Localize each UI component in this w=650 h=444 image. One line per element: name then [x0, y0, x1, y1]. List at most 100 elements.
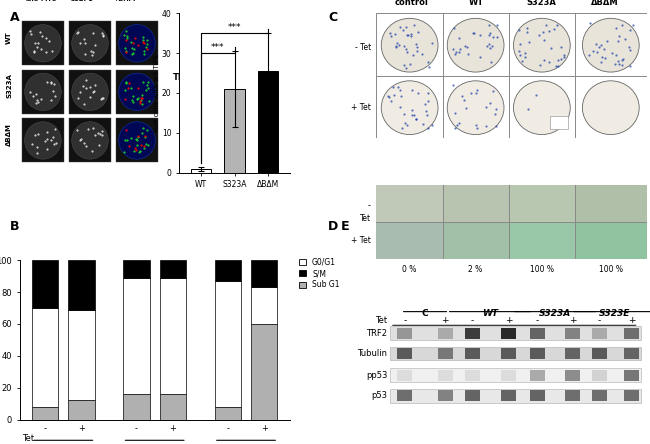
Bar — [251, 324, 278, 420]
Ellipse shape — [582, 81, 639, 135]
Ellipse shape — [72, 24, 109, 62]
Bar — [160, 394, 186, 420]
Y-axis label: %of cells with ≥3 TIFS: %of cells with ≥3 TIFS — [155, 54, 161, 132]
Ellipse shape — [119, 24, 155, 62]
Bar — [443, 185, 509, 222]
Bar — [438, 348, 453, 359]
Bar — [625, 369, 640, 381]
Text: -: - — [403, 316, 406, 325]
Bar — [224, 89, 244, 173]
Bar — [21, 70, 64, 114]
Text: -: - — [598, 316, 601, 325]
Bar — [160, 260, 186, 278]
Bar — [32, 407, 58, 420]
Text: WT: WT — [482, 309, 498, 318]
Text: D: D — [328, 220, 339, 233]
Text: C: C — [328, 11, 337, 24]
Text: S323A: S323A — [6, 73, 12, 98]
Bar — [530, 348, 545, 359]
Text: S323A: S323A — [539, 309, 571, 318]
Text: Tet: Tet — [360, 214, 371, 223]
Bar — [116, 119, 159, 163]
Ellipse shape — [72, 73, 109, 111]
Bar — [438, 390, 453, 401]
Bar — [397, 348, 412, 359]
Bar — [565, 390, 580, 401]
Bar — [550, 116, 567, 129]
Bar — [592, 328, 607, 339]
Bar — [390, 347, 642, 361]
Ellipse shape — [382, 18, 438, 72]
Ellipse shape — [178, 89, 206, 116]
Bar — [575, 185, 647, 222]
Bar — [124, 278, 150, 394]
Bar — [501, 348, 516, 359]
Bar — [390, 369, 642, 382]
Bar — [509, 222, 575, 259]
Ellipse shape — [25, 24, 61, 62]
Bar — [565, 348, 580, 359]
Bar — [251, 287, 278, 324]
Text: WT: WT — [6, 31, 12, 44]
Text: +: + — [441, 316, 449, 325]
Bar — [592, 369, 607, 381]
Text: ***: *** — [227, 23, 241, 32]
Bar — [397, 390, 412, 401]
Bar — [390, 389, 642, 403]
Text: 0 %: 0 % — [402, 265, 417, 274]
Text: pp53: pp53 — [366, 371, 387, 380]
Text: B: B — [10, 220, 20, 233]
Bar — [509, 185, 575, 222]
Bar — [530, 328, 545, 339]
Bar — [160, 278, 186, 394]
Bar — [251, 260, 278, 287]
Text: TRF2: TRF2 — [366, 329, 387, 338]
Bar — [625, 348, 640, 359]
Bar — [116, 70, 159, 114]
Bar — [397, 328, 412, 339]
Text: + Tet: + Tet — [351, 236, 371, 245]
Text: 100 %: 100 % — [599, 265, 623, 274]
Text: + Tet: + Tet — [351, 103, 371, 111]
Bar — [174, 85, 212, 120]
Bar — [625, 390, 640, 401]
Bar — [397, 369, 412, 381]
Text: WT: WT — [469, 0, 484, 7]
Text: 53BP1: 53BP1 — [71, 0, 94, 2]
Bar — [625, 328, 640, 339]
Ellipse shape — [72, 122, 109, 159]
Text: +: + — [628, 316, 636, 325]
Bar — [191, 169, 211, 173]
Bar — [69, 70, 111, 114]
Bar — [443, 222, 509, 259]
Text: -: - — [471, 316, 474, 325]
Bar — [501, 328, 516, 339]
Text: 100 %: 100 % — [530, 265, 554, 274]
Legend: G0/G1, S/M, Sub G1: G0/G1, S/M, Sub G1 — [299, 258, 339, 289]
Bar — [69, 119, 111, 163]
Bar — [68, 260, 95, 309]
Ellipse shape — [514, 81, 570, 135]
Ellipse shape — [192, 104, 202, 114]
Bar — [214, 407, 241, 420]
Text: S323A: S323A — [526, 0, 556, 7]
Ellipse shape — [25, 73, 61, 111]
Text: p53: p53 — [371, 391, 387, 400]
Text: -: - — [536, 316, 539, 325]
Bar — [592, 348, 607, 359]
Ellipse shape — [382, 81, 438, 135]
Bar — [69, 21, 111, 65]
Bar — [21, 21, 64, 65]
Bar — [465, 328, 480, 339]
Text: +: + — [569, 316, 576, 325]
Text: C: C — [422, 309, 428, 318]
Text: control: control — [395, 0, 428, 7]
Bar — [32, 260, 58, 308]
Text: 2 %: 2 % — [469, 265, 483, 274]
Bar — [575, 222, 647, 259]
Bar — [565, 328, 580, 339]
Text: TelC-FITC: TelC-FITC — [24, 0, 57, 2]
Bar — [21, 119, 64, 163]
Bar — [124, 394, 150, 420]
Bar — [68, 309, 95, 400]
